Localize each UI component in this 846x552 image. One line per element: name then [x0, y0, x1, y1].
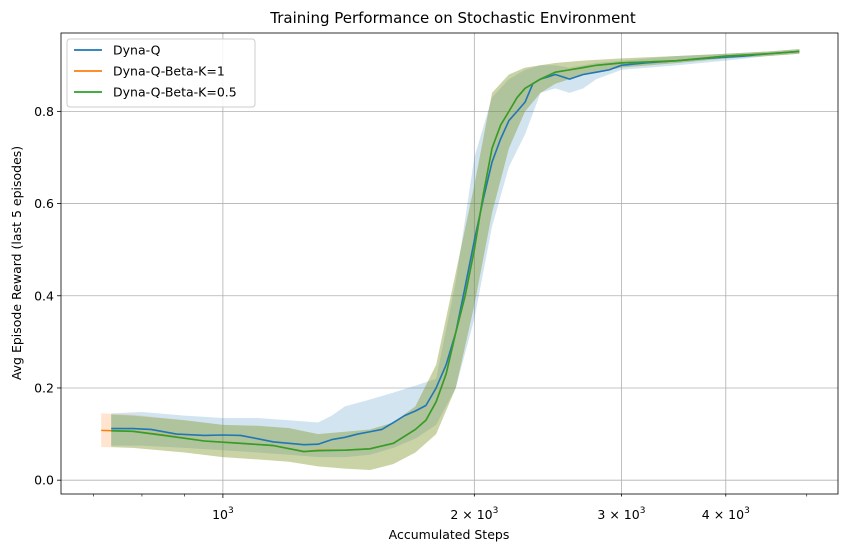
band-series-2 — [111, 49, 800, 471]
series-lines — [101, 50, 800, 453]
y-tick-label: 0.0 — [34, 473, 54, 488]
legend-label: Dyna-Q-Beta-K=1 — [113, 64, 225, 79]
x-tick-label: 3 × 103 — [597, 506, 645, 522]
x-axis-title: Accumulated Steps — [389, 527, 510, 542]
plot-area-frame — [60, 32, 839, 495]
x-axis-ticks: 103 2 × 103 3 × 103 4 × 103 — [93, 494, 808, 522]
y-axis-title: Avg Episode Reward (last 5 episodes) — [9, 146, 24, 380]
legend-label: Dyna-Q — [113, 43, 161, 58]
line-series-0 — [111, 50, 800, 446]
x-tick-label: 103 — [212, 506, 234, 522]
chart-title: Training Performance on Stochastic Envir… — [269, 9, 636, 27]
confidence-bands — [101, 49, 800, 471]
band-series-0 — [111, 49, 800, 458]
band-series-1 — [101, 49, 800, 471]
y-tick-label: 0.4 — [34, 288, 54, 303]
legend: Dyna-Q Dyna-Q-Beta-K=1 Dyna-Q-Beta-K=0.5 — [66, 38, 256, 108]
y-axis-ticks: 0.0 0.2 0.4 0.6 0.8 — [34, 104, 61, 488]
y-tick-label: 0.8 — [34, 104, 54, 119]
y-tick-label: 0.6 — [34, 196, 54, 211]
legend-label: Dyna-Q-Beta-K=0.5 — [113, 85, 237, 100]
grid-lines — [61, 33, 838, 494]
y-tick-label: 0.2 — [34, 380, 54, 395]
legend-box — [66, 38, 256, 108]
line-series-2 — [111, 50, 800, 453]
x-tick-label: 4 × 103 — [702, 506, 750, 522]
x-tick-label: 2 × 103 — [450, 506, 498, 522]
